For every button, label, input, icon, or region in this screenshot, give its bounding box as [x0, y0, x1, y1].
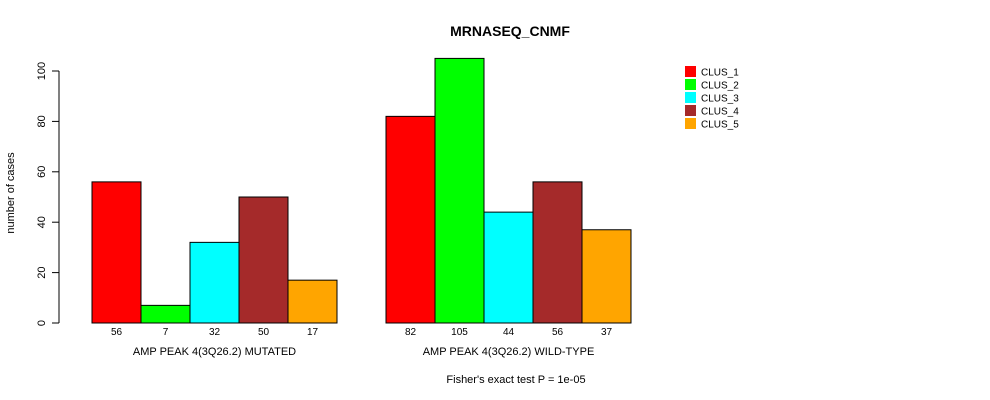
bar-count-label: 50	[258, 327, 270, 338]
bar-count-label: 56	[552, 327, 564, 338]
bar-count-label: 37	[601, 327, 613, 338]
legend-label: CLUS_2	[701, 81, 739, 92]
bar	[189, 241, 240, 324]
count-labels: 56 7 32 50 17 82 105 44 56 37	[111, 327, 613, 338]
legend-swatch	[685, 105, 696, 116]
y-tick-label: 40	[36, 216, 48, 228]
bar-count-label: 56	[111, 327, 123, 338]
y-tick-label: 60	[36, 166, 48, 178]
bar-count-label: 82	[405, 327, 417, 338]
bars	[91, 57, 632, 324]
legend: CLUS_1 CLUS_2 CLUS_3 CLUS_4 CLUS_5	[685, 66, 739, 131]
bar-count-label: 7	[163, 327, 169, 338]
y-tick-label: 20	[36, 266, 48, 278]
legend-swatch	[685, 92, 696, 103]
bar-count-label: 17	[307, 327, 319, 338]
legend-label: CLUS_3	[701, 94, 739, 105]
legend-label: CLUS_4	[701, 107, 739, 118]
chart-title: MRNASEQ_CNMF	[450, 23, 570, 39]
bar	[140, 304, 191, 324]
bar	[287, 279, 338, 324]
group-labels: AMP PEAK 4(3Q26.2) MUTATED AMP PEAK 4(3Q2…	[133, 346, 594, 358]
legend-label: CLUS_1	[701, 68, 739, 79]
bar-count-label: 105	[451, 327, 468, 338]
legend-swatch	[685, 79, 696, 90]
bar	[434, 57, 485, 324]
bar-count-label: 32	[209, 327, 221, 338]
bar	[385, 115, 436, 324]
y-tick-label: 100	[36, 62, 48, 80]
legend-swatch	[685, 118, 696, 129]
footnote: Fisher's exact test P = 1e-05	[446, 374, 585, 386]
bar	[483, 211, 534, 324]
group-label: AMP PEAK 4(3Q26.2) MUTATED	[133, 346, 296, 358]
bar	[91, 181, 142, 324]
bar	[238, 196, 289, 324]
y-tick-label: 80	[36, 115, 48, 127]
y-axis-label: number of cases	[5, 152, 17, 234]
legend-swatch	[685, 66, 696, 77]
group-label: AMP PEAK 4(3Q26.2) WILD-TYPE	[423, 346, 595, 358]
y-tick-label: 0	[36, 320, 48, 326]
bar	[581, 229, 632, 324]
bar-count-label: 44	[503, 327, 515, 338]
bar	[532, 181, 583, 324]
y-axis: 0 20 40 60 80 100	[36, 62, 60, 326]
legend-label: CLUS_5	[701, 120, 739, 131]
